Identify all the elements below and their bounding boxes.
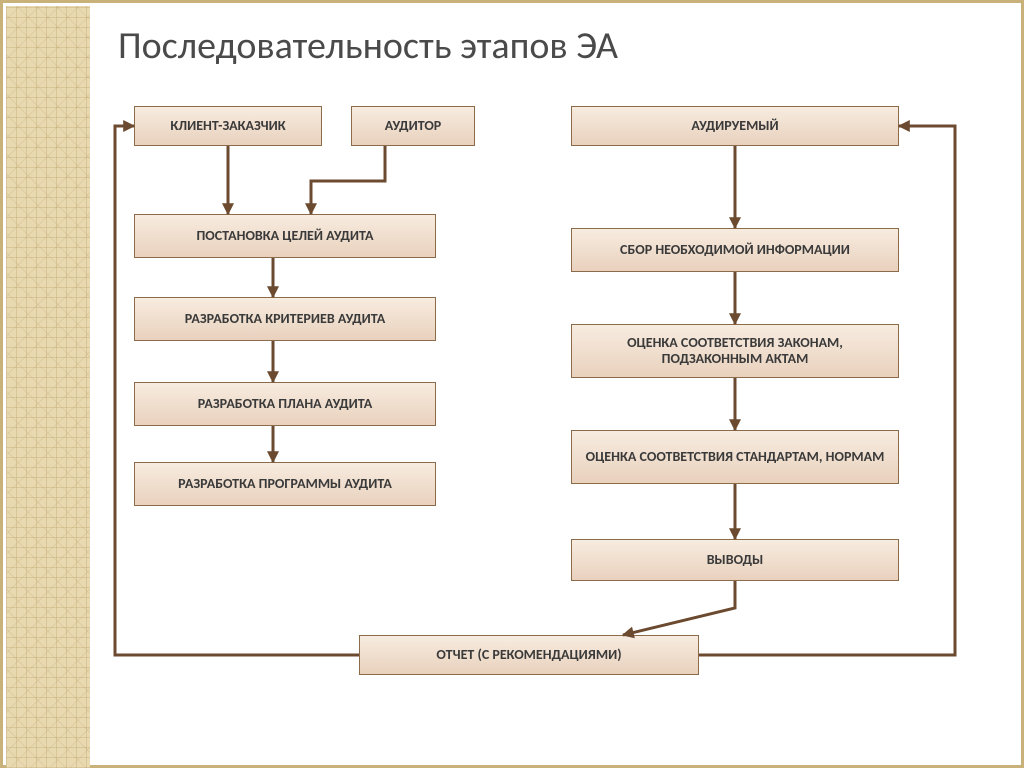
node-report: ОТЧЕТ (С РЕКОМЕНДАЦИЯМИ) bbox=[359, 635, 699, 675]
node-auditee: АУДИРУЕМЫЙ bbox=[571, 106, 899, 146]
node-label: ПОСТАНОВКА ЦЕЛЕЙ АУДИТА bbox=[196, 228, 373, 244]
node-client: КЛИЕНТ-ЗАКАЗЧИК bbox=[134, 106, 322, 146]
node-plan: РАЗРАБОТКА ПЛАНА АУДИТА bbox=[134, 382, 436, 426]
node-label: РАЗРАБОТКА КРИТЕРИЕВ АУДИТА bbox=[185, 311, 386, 327]
node-label: РАЗРАБОТКА ПРОГРАММЫ АУДИТА bbox=[178, 476, 392, 492]
node-standards: ОЦЕНКА СООТВЕТСТВИЯ СТАНДАРТАМ, НОРМАМ bbox=[571, 430, 899, 484]
node-label: АУДИТОР bbox=[385, 118, 442, 134]
node-label: ОЦЕНКА СООТВЕТСТВИЯ ЗАКОНАМ, ПОДЗАКОННЫМ… bbox=[580, 335, 890, 367]
node-label: РАЗРАБОТКА ПЛАНА АУДИТА bbox=[198, 396, 372, 412]
slide-frame: Последовательность этапов ЭА КЛИЕНТ-ЗАКА… bbox=[0, 0, 1024, 768]
node-program: РАЗРАБОТКА ПРОГРАММЫ АУДИТА bbox=[134, 462, 436, 506]
node-concl: ВЫВОДЫ bbox=[571, 539, 899, 581]
node-label: СБОР НЕОБХОДИМОЙ ИНФОРМАЦИИ bbox=[620, 242, 850, 258]
node-label: АУДИРУЕМЫЙ bbox=[691, 118, 778, 134]
node-label: ОЦЕНКА СООТВЕТСТВИЯ СТАНДАРТАМ, НОРМАМ bbox=[586, 449, 885, 465]
node-criteria: РАЗРАБОТКА КРИТЕРИЕВ АУДИТА bbox=[134, 297, 436, 341]
node-collect: СБОР НЕОБХОДИМОЙ ИНФОРМАЦИИ bbox=[571, 228, 899, 272]
node-label: КЛИЕНТ-ЗАКАЗЧИК bbox=[170, 118, 285, 134]
slide-title: Последовательность этапов ЭА bbox=[118, 23, 618, 69]
edge-concl bbox=[623, 581, 735, 635]
edge-auditor bbox=[311, 146, 385, 214]
node-auditor: АУДИТОР bbox=[351, 106, 475, 146]
decorative-sidebar bbox=[6, 6, 90, 768]
node-goals: ПОСТАНОВКА ЦЕЛЕЙ АУДИТА bbox=[134, 214, 436, 258]
node-label: ВЫВОДЫ bbox=[707, 552, 764, 568]
node-laws: ОЦЕНКА СООТВЕТСТВИЯ ЗАКОНАМ, ПОДЗАКОННЫМ… bbox=[571, 324, 899, 378]
node-label: ОТЧЕТ (С РЕКОМЕНДАЦИЯМИ) bbox=[436, 647, 621, 663]
